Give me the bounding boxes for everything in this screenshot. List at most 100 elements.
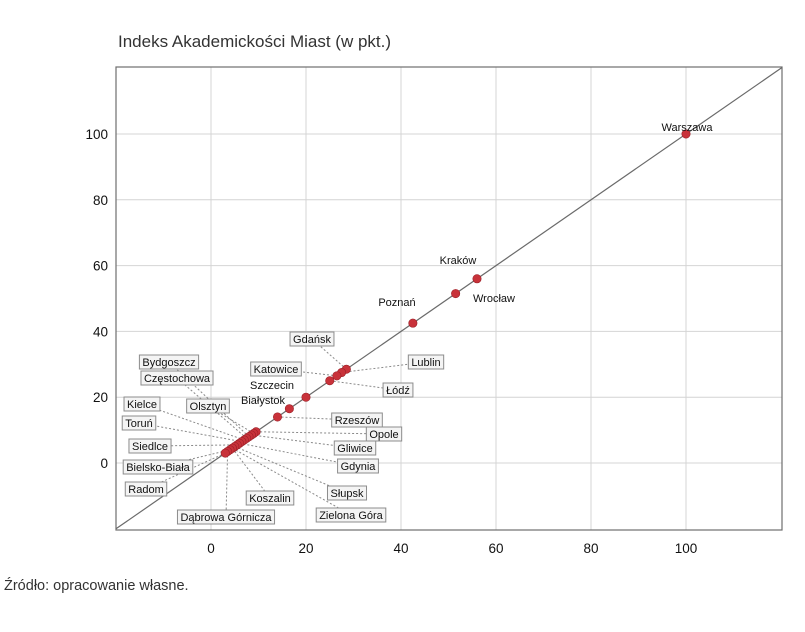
leader-line (234, 446, 348, 494)
data-point (284, 404, 294, 414)
x-tick-label: 100 (675, 541, 698, 556)
point-label-text: Bielsko-Biała (126, 462, 190, 474)
point-label-text: Łódź (386, 385, 410, 397)
chart-title: Indeks Akademickości Miast (w pkt.) (118, 32, 392, 51)
point-label-gda-sk: Gdańsk (289, 331, 335, 347)
y-tick-label: 0 (100, 456, 108, 471)
point-label-text: Częstochowa (144, 373, 211, 385)
point-label-text: Radom (128, 484, 163, 496)
data-point (301, 392, 311, 402)
leader-line (232, 447, 352, 516)
point-label-gliwice: Gliwice (333, 440, 377, 456)
leader-line (231, 447, 271, 499)
y-tick-label: 60 (93, 259, 108, 274)
leader-line (277, 416, 358, 421)
label-box (121, 415, 157, 431)
leader-line (138, 422, 242, 443)
data-point (408, 318, 418, 328)
point-label-gdynia: Gdynia (337, 458, 379, 474)
label-box (331, 412, 383, 428)
point-label-d-browa-g-rnicza: Dąbrowa Górnicza (176, 509, 276, 525)
data-points (220, 129, 691, 458)
data-point (220, 448, 230, 458)
point-label-text: Kielce (127, 399, 157, 411)
x-tick-label: 40 (393, 541, 408, 556)
point-label-bydgoszcz: Bydgoszcz (138, 354, 200, 370)
point-label-text: Koszalin (249, 493, 291, 505)
point-label-text: Siedlce (132, 441, 168, 453)
point-label-zielona-g-ra: Zielona Góra (315, 507, 387, 523)
point-label-s-upsk: Słupsk (326, 485, 368, 501)
point-label-bia-ystok: Białystok (241, 395, 286, 407)
y-tick-label: 40 (93, 324, 108, 339)
point-label-cz-stochowa: Częstochowa (140, 370, 214, 386)
grid (116, 67, 782, 530)
point-labels: Warszawa Kraków Wrocław Poznań Gdańsk Lublin K… (121, 122, 714, 525)
point-label-text: Katowice (254, 364, 299, 376)
point-label-krak-w: Kraków (440, 255, 477, 267)
point-label-text: Gdańsk (293, 334, 331, 346)
y-tick-label: 80 (93, 193, 108, 208)
data-point (681, 129, 691, 139)
point-label-text: Opole (369, 429, 398, 441)
label-box (407, 354, 445, 370)
point-label-text: Słupsk (330, 488, 364, 500)
point-label-radom: Radom (124, 481, 168, 497)
point-label-text: Olsztyn (190, 401, 227, 413)
point-label-bielsko-bia-a: Bielsko-Biała (122, 459, 194, 475)
point-label-text: Bydgoszcz (142, 357, 195, 369)
label-box (138, 354, 200, 370)
data-point (332, 371, 342, 381)
data-point (451, 289, 461, 299)
label-box (128, 438, 172, 454)
data-point (472, 274, 482, 284)
label-box (122, 459, 194, 475)
point-label-text: Dąbrowa Górnicza (180, 512, 272, 524)
plot-frame (115, 66, 783, 531)
x-tick-label: 80 (583, 541, 598, 556)
label-box (124, 481, 168, 497)
point-label-katowice: Katowice (250, 361, 302, 377)
label-box (186, 398, 230, 414)
point-label-warszawa: Warszawa (662, 122, 714, 134)
label-box (176, 509, 276, 525)
x-tick-label: 60 (488, 541, 503, 556)
point-label-text: Zielona Góra (319, 510, 383, 522)
point-label-koszalin: Koszalin (245, 490, 295, 506)
y-tick-label: 100 (85, 127, 108, 142)
label-box (289, 331, 335, 347)
point-label-text: Gdynia (341, 461, 377, 473)
point-label-wroc-aw: Wrocław (473, 293, 515, 305)
point-label-kielce: Kielce (123, 396, 161, 412)
leader-line (225, 451, 229, 518)
source-note: Źródło: opracowanie własne. (4, 578, 189, 594)
point-label-text: Toruń (125, 418, 153, 430)
label-box (123, 396, 161, 412)
leader-line (176, 377, 247, 439)
label-box (382, 382, 414, 398)
label-box (326, 485, 368, 501)
point-label-text: Lublin (411, 357, 440, 369)
point-label-olsztyn: Olsztyn (186, 398, 230, 414)
y-tick-label: 20 (93, 390, 108, 405)
x-tick-label: 20 (298, 541, 313, 556)
point-label-pozna-: Poznań (378, 297, 415, 309)
point-label-text: Gliwice (337, 443, 372, 455)
point-label-szczecin: Szczecin (250, 380, 294, 392)
leader-line (251, 434, 356, 449)
label-box (315, 507, 387, 523)
point-label-opole: Opole (365, 426, 403, 442)
label-box (250, 361, 302, 377)
leader-line (256, 431, 385, 435)
label-box (365, 426, 403, 442)
point-label-siedlce: Siedlce (128, 438, 172, 454)
label-box (333, 440, 377, 456)
data-point (325, 376, 335, 386)
data-point (272, 412, 282, 422)
label-box (140, 370, 214, 386)
label-box (337, 458, 379, 474)
point-label-rzesz-w: Rzeszów (331, 412, 383, 428)
point-label--d-: Łódź (382, 382, 414, 398)
x-tick-label: 0 (207, 541, 215, 556)
